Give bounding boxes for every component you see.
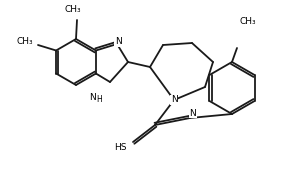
Text: N: N <box>190 108 196 118</box>
Text: HS: HS <box>114 143 126 152</box>
Text: CH₃: CH₃ <box>65 6 81 15</box>
Text: N: N <box>171 95 177 104</box>
Text: CH₃: CH₃ <box>17 37 33 46</box>
Text: H: H <box>96 95 102 104</box>
Text: N: N <box>90 93 96 102</box>
Text: N: N <box>114 37 121 46</box>
Text: CH₃: CH₃ <box>240 17 256 26</box>
